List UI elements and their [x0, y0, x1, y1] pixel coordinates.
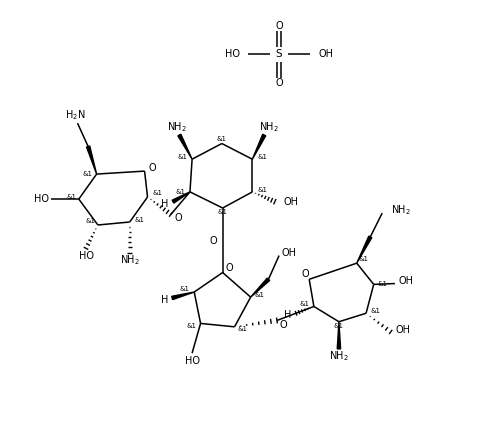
Text: &1: &1 — [186, 323, 196, 329]
Text: &1: &1 — [152, 190, 162, 196]
Text: HO: HO — [34, 194, 49, 204]
Text: HO: HO — [225, 49, 239, 59]
Text: O: O — [148, 163, 156, 173]
Text: O: O — [279, 320, 287, 330]
Text: NH$_2$: NH$_2$ — [120, 253, 140, 267]
Polygon shape — [87, 146, 97, 174]
Text: &1: &1 — [258, 187, 268, 193]
Polygon shape — [253, 134, 266, 159]
Text: NH$_2$: NH$_2$ — [391, 203, 410, 216]
Text: &1: &1 — [67, 194, 76, 200]
Text: OH: OH — [283, 197, 298, 207]
Text: H: H — [160, 295, 168, 305]
Text: OH: OH — [398, 276, 413, 286]
Text: &1: &1 — [82, 171, 93, 177]
Text: H: H — [284, 310, 292, 320]
Text: &1: &1 — [86, 218, 96, 224]
Text: &1: &1 — [217, 136, 227, 142]
Text: H: H — [161, 199, 169, 209]
Text: H$_2$N: H$_2$N — [65, 109, 86, 123]
Text: OH: OH — [318, 49, 333, 59]
Text: &1: &1 — [378, 281, 388, 288]
Text: HO: HO — [78, 251, 94, 261]
Text: O: O — [174, 213, 182, 223]
Text: HO: HO — [185, 356, 200, 366]
Text: O: O — [301, 269, 309, 279]
Polygon shape — [178, 134, 192, 159]
Text: &1: &1 — [135, 217, 145, 223]
Polygon shape — [172, 292, 194, 300]
Text: S: S — [276, 49, 282, 59]
Text: OH: OH — [281, 249, 296, 259]
Text: &1: &1 — [238, 326, 248, 332]
Text: &1: &1 — [178, 154, 188, 160]
Text: NH$_2$: NH$_2$ — [167, 120, 187, 134]
Text: O: O — [225, 263, 233, 273]
Polygon shape — [357, 236, 372, 263]
Polygon shape — [337, 322, 341, 349]
Text: NH$_2$: NH$_2$ — [329, 349, 349, 363]
Text: &1: &1 — [334, 323, 344, 329]
Text: O: O — [275, 20, 283, 31]
Text: OH: OH — [396, 325, 411, 335]
Text: NH$_2$: NH$_2$ — [259, 120, 279, 134]
Text: &1: &1 — [255, 292, 265, 298]
Text: &1: &1 — [370, 308, 380, 314]
Polygon shape — [250, 278, 270, 297]
Text: &1: &1 — [176, 189, 186, 195]
Text: &1: &1 — [300, 301, 310, 307]
Text: &1: &1 — [258, 154, 268, 160]
Text: &1: &1 — [218, 209, 228, 215]
Text: O: O — [210, 236, 218, 246]
Text: &1: &1 — [359, 256, 369, 262]
Text: &1: &1 — [180, 286, 190, 292]
Polygon shape — [172, 192, 190, 203]
Text: O: O — [275, 78, 283, 88]
